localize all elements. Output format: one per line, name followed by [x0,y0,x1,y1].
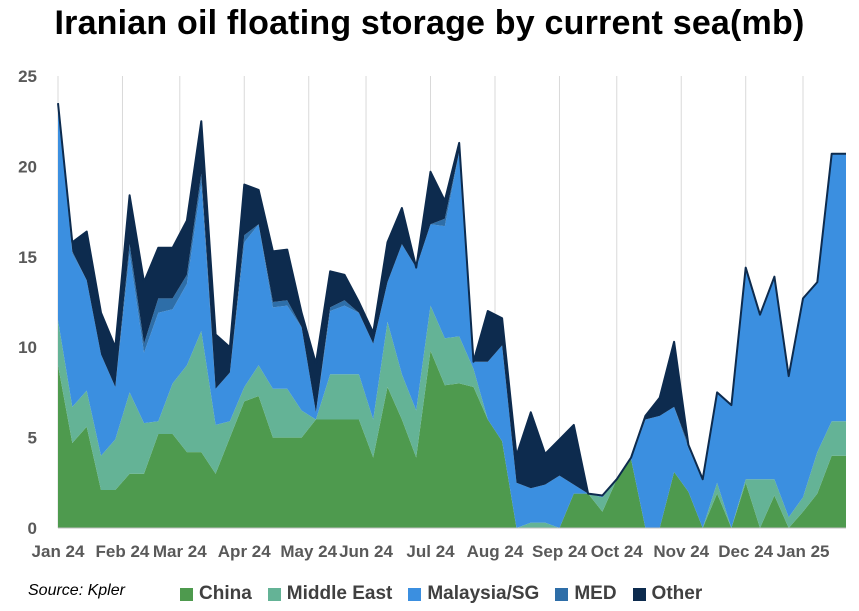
x-tick-label-1: Feb 24 [96,542,150,561]
legend-swatch-middle-east [267,587,281,601]
legend-swatch-china [180,587,193,601]
legend-item-middle-east: Middle East [267,583,393,605]
x-tick-label-4: May 24 [280,542,337,561]
legend-label-middle-east: Middle East [286,583,393,604]
x-tick-label-10: Nov 24 [653,542,709,561]
x-tick-label-12: Jan 25 [777,542,830,561]
y-tick-label-5: 5 [28,429,37,448]
area-series-china [58,350,846,528]
legend-label-china: China [199,583,252,604]
area-series-middle-east [58,305,846,528]
area-series-other [58,103,846,496]
x-tick-label-3: Apr 24 [218,542,271,561]
x-tick-label-9: Oct 24 [591,542,644,561]
legend-item-malaysia-sg: Malaysia/SG [408,583,539,605]
y-tick-label-20: 20 [18,157,37,176]
legend-swatch-malaysia-sg [408,587,422,601]
x-tick-label-5: Jun 24 [339,542,393,561]
x-tick-label-2: Mar 24 [153,542,207,561]
legend-item-china: China [180,583,252,605]
x-tick-label-0: Jan 24 [32,542,85,561]
total-outline [57,102,846,497]
y-tick-label-0: 0 [28,519,37,538]
stacked-areas [57,102,846,529]
y-tick-label-15: 15 [18,248,37,267]
legend-swatch-med [555,587,569,601]
legend-swatch-other [632,587,646,601]
y-axis-ticks: 0 5 10 15 20 25 [18,67,37,538]
x-tick-label-8: Sep 24 [532,542,587,561]
legend-label-malaysia-sg: Malaysia/SG [427,583,540,604]
y-tick-label-10: 10 [18,338,37,357]
x-tick-label-7: Aug 24 [467,542,524,561]
source-note: Source: Kpler [28,582,125,599]
x-tick-label-6: Jul 24 [406,542,455,561]
legend-label-med: MED [574,583,617,604]
legend: China Middle East Malaysia/SG MED Other [180,583,718,605]
x-axis-ticks: Jan 24 Feb 24 Mar 24 Apr 24 May 24 Jun 24 Jul … [32,542,830,561]
legend-item-med: MED [555,583,617,605]
area-series-malaysia-sg [58,104,846,529]
chart-title: Iranian oil floating storage by current … [54,4,805,42]
legend-item-other: Other [632,583,703,605]
x-tick-label-11: Dec 24 [718,542,773,561]
y-tick-label-25: 25 [18,67,37,86]
legend-label-other: Other [651,583,703,604]
